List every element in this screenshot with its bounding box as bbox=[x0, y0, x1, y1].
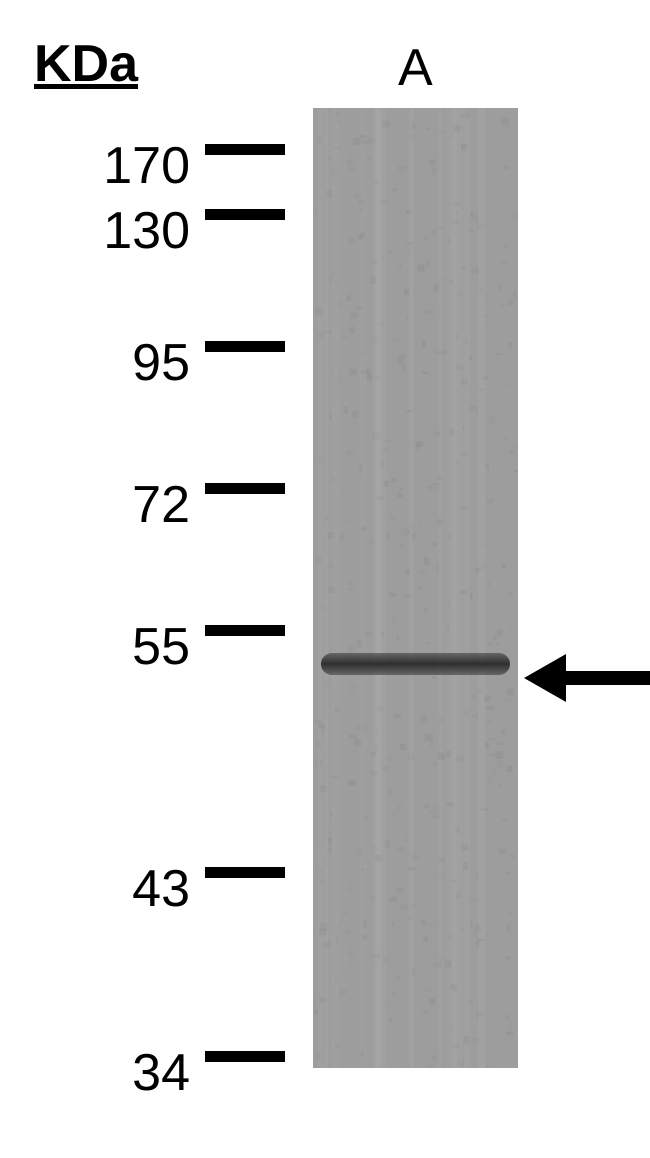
lane-a-label: A bbox=[398, 38, 433, 98]
figure-container: KDa A 170 130 95 72 55 43 34 bbox=[0, 0, 650, 1158]
arrow-head-icon bbox=[524, 654, 566, 702]
kda-header: KDa bbox=[34, 34, 138, 94]
marker-130-label: 130 bbox=[103, 201, 190, 261]
marker-43-tick bbox=[205, 867, 285, 878]
marker-170-tick bbox=[205, 144, 285, 155]
marker-55-label: 55 bbox=[132, 617, 190, 677]
arrow-shaft bbox=[566, 671, 650, 685]
marker-43-label: 43 bbox=[132, 859, 190, 919]
marker-95-tick bbox=[205, 341, 285, 352]
blot-texture bbox=[313, 108, 518, 1068]
western-blot-lane bbox=[313, 108, 518, 1068]
marker-34-label: 34 bbox=[132, 1043, 190, 1103]
marker-170-label: 170 bbox=[103, 136, 190, 196]
protein-band bbox=[321, 653, 510, 675]
marker-72-label: 72 bbox=[132, 475, 190, 535]
marker-72-tick bbox=[205, 483, 285, 494]
marker-95-label: 95 bbox=[132, 333, 190, 393]
band-indicator-arrow bbox=[524, 654, 650, 702]
marker-130-tick bbox=[205, 209, 285, 220]
marker-34-tick bbox=[205, 1051, 285, 1062]
marker-55-tick bbox=[205, 625, 285, 636]
